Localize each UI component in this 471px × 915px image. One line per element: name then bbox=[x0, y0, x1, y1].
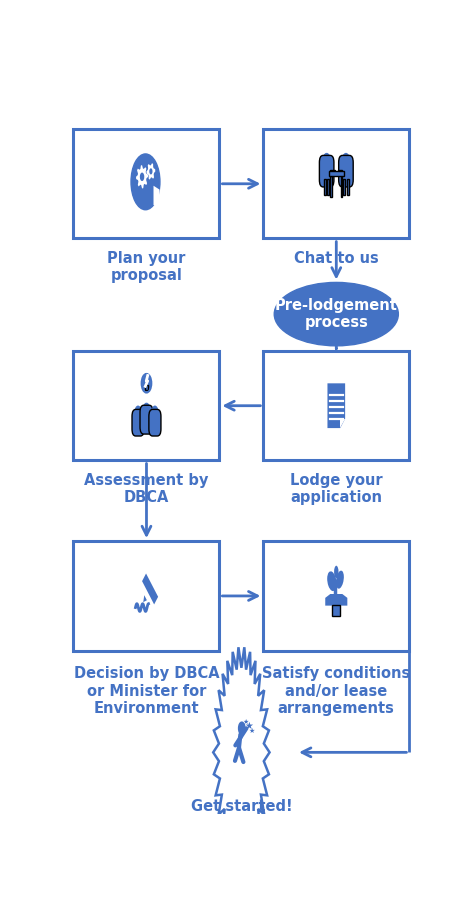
Text: Lodge your
application: Lodge your application bbox=[290, 473, 382, 505]
FancyBboxPatch shape bbox=[145, 385, 148, 390]
Circle shape bbox=[149, 168, 153, 175]
Text: Satisfy conditions
and/or lease
arrangements: Satisfy conditions and/or lease arrangem… bbox=[262, 666, 410, 716]
Polygon shape bbox=[213, 647, 269, 857]
FancyBboxPatch shape bbox=[263, 351, 409, 460]
FancyBboxPatch shape bbox=[329, 171, 344, 176]
Circle shape bbox=[131, 154, 160, 210]
Polygon shape bbox=[154, 186, 160, 205]
Text: Pre-lodgement
process: Pre-lodgement process bbox=[275, 298, 398, 330]
FancyBboxPatch shape bbox=[343, 179, 345, 196]
Circle shape bbox=[152, 406, 158, 417]
FancyBboxPatch shape bbox=[263, 129, 409, 239]
Circle shape bbox=[140, 173, 144, 181]
Circle shape bbox=[342, 154, 349, 167]
FancyBboxPatch shape bbox=[347, 179, 349, 196]
Circle shape bbox=[135, 406, 141, 417]
Polygon shape bbox=[146, 163, 155, 179]
Polygon shape bbox=[142, 574, 158, 605]
Text: ★: ★ bbox=[244, 721, 253, 731]
Circle shape bbox=[142, 375, 151, 392]
FancyBboxPatch shape bbox=[140, 405, 153, 434]
FancyBboxPatch shape bbox=[327, 179, 330, 196]
FancyBboxPatch shape bbox=[263, 542, 409, 651]
Polygon shape bbox=[143, 595, 147, 602]
FancyBboxPatch shape bbox=[338, 170, 342, 174]
FancyBboxPatch shape bbox=[73, 351, 219, 460]
Circle shape bbox=[143, 404, 150, 415]
FancyBboxPatch shape bbox=[319, 156, 334, 187]
Ellipse shape bbox=[336, 571, 344, 588]
Polygon shape bbox=[136, 166, 148, 188]
Ellipse shape bbox=[274, 283, 398, 346]
FancyBboxPatch shape bbox=[341, 176, 342, 198]
Circle shape bbox=[323, 154, 330, 167]
FancyBboxPatch shape bbox=[330, 170, 335, 174]
FancyBboxPatch shape bbox=[339, 156, 353, 187]
Polygon shape bbox=[340, 419, 345, 428]
Ellipse shape bbox=[327, 571, 337, 591]
Polygon shape bbox=[327, 383, 345, 428]
FancyBboxPatch shape bbox=[149, 409, 161, 436]
FancyBboxPatch shape bbox=[73, 542, 219, 651]
Text: Assessment by
DBCA: Assessment by DBCA bbox=[84, 473, 209, 505]
Text: Get started!: Get started! bbox=[191, 800, 292, 814]
FancyBboxPatch shape bbox=[324, 179, 326, 196]
Text: Decision by DBCA
or Minister for
Environment: Decision by DBCA or Minister for Environ… bbox=[73, 666, 219, 716]
FancyBboxPatch shape bbox=[132, 409, 144, 436]
Text: ★: ★ bbox=[249, 727, 255, 734]
Polygon shape bbox=[325, 594, 347, 606]
FancyBboxPatch shape bbox=[332, 605, 341, 616]
FancyBboxPatch shape bbox=[73, 129, 219, 239]
Text: ★: ★ bbox=[242, 719, 249, 725]
FancyBboxPatch shape bbox=[330, 176, 332, 198]
Ellipse shape bbox=[334, 565, 339, 578]
Text: Plan your
proposal: Plan your proposal bbox=[107, 251, 186, 283]
Text: Chat to us: Chat to us bbox=[294, 251, 379, 265]
Circle shape bbox=[239, 722, 245, 735]
